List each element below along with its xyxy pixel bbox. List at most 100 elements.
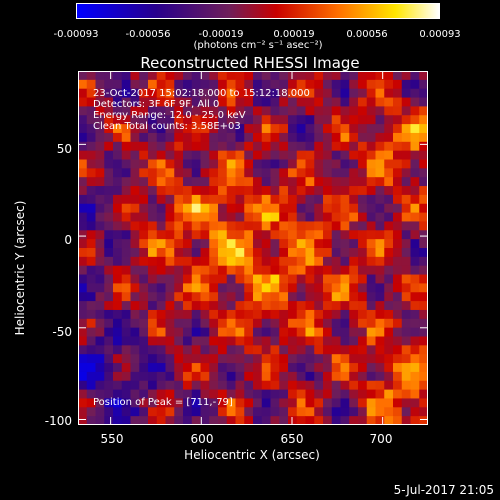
heatmap-cell xyxy=(148,230,158,240)
heatmap-cell xyxy=(121,239,131,249)
heatmap-cell xyxy=(218,88,228,99)
heatmap-cell xyxy=(261,345,271,355)
heatmap-cell xyxy=(419,283,428,293)
heatmap-cell xyxy=(209,186,219,196)
heatmap-cell xyxy=(270,398,280,408)
heatmap-cell xyxy=(130,309,140,320)
heatmap-cell xyxy=(104,274,114,284)
heatmap-cell xyxy=(235,124,245,134)
heatmap-cell xyxy=(270,265,280,276)
heatmap-cell xyxy=(95,230,105,240)
heatmap-cell xyxy=(375,256,385,267)
heatmap-cell xyxy=(419,363,428,373)
heatmap-cell xyxy=(261,336,271,346)
heatmap-cell xyxy=(113,97,123,107)
heatmap-cell xyxy=(104,248,114,258)
heatmap-cell xyxy=(349,203,359,214)
heatmap-cell xyxy=(218,380,228,391)
heatmap-cell xyxy=(279,283,289,293)
heatmap-cell xyxy=(200,336,210,346)
heatmap-cell xyxy=(226,398,236,408)
heatmap-cell xyxy=(104,106,114,116)
heatmap-cell xyxy=(279,292,289,302)
heatmap-cell xyxy=(104,124,114,134)
heatmap-cell xyxy=(270,141,280,152)
heatmap-cell xyxy=(393,274,403,284)
heatmap-cell xyxy=(375,106,385,116)
heatmap-cell xyxy=(104,186,114,196)
heatmap-cell xyxy=(331,407,341,417)
heatmap-cell xyxy=(331,398,341,408)
heatmap-cell xyxy=(270,177,280,187)
heatmap-cell xyxy=(340,177,350,187)
heatmap-cell xyxy=(419,150,428,160)
heatmap-cell xyxy=(401,194,411,205)
heatmap-cell xyxy=(78,212,88,222)
heatmap-cell xyxy=(130,336,140,346)
heatmap-cell xyxy=(410,106,420,116)
heatmap-cell xyxy=(261,309,271,320)
colorbar-tick: 0.00093 xyxy=(419,29,461,40)
heatmap-cell xyxy=(156,106,166,116)
heatmap-cell xyxy=(253,221,263,231)
heatmap-cell xyxy=(95,389,105,399)
heatmap-cell xyxy=(401,398,411,408)
heatmap-cell xyxy=(270,309,280,320)
annotation-detectors: Detectors: 3F 6F 9F, All 0 xyxy=(93,99,220,110)
heatmap-cell xyxy=(323,380,333,391)
heatmap-cell xyxy=(323,132,333,143)
heatmap-cell xyxy=(121,141,131,152)
heatmap-cell xyxy=(183,71,193,81)
heatmap-cell xyxy=(95,345,105,355)
heatmap-cell xyxy=(139,168,149,178)
heatmap-cell xyxy=(235,248,245,258)
heatmap-cell xyxy=(323,371,333,382)
heatmap-cell xyxy=(104,265,114,276)
heatmap-cell xyxy=(139,407,149,417)
heatmap-cell xyxy=(288,301,298,311)
heatmap-cell xyxy=(86,79,96,90)
heatmap-cell xyxy=(384,380,394,391)
heatmap-cell xyxy=(288,141,298,152)
heatmap-cell xyxy=(183,265,193,276)
heatmap-cell xyxy=(218,230,228,240)
heatmap-cell xyxy=(104,221,114,231)
heatmap-cell xyxy=(226,380,236,391)
heatmap-cell xyxy=(340,71,350,81)
heatmap-cell xyxy=(358,132,368,143)
heatmap-cell xyxy=(78,106,88,116)
heatmap-cell xyxy=(139,221,149,231)
heatmap-cell xyxy=(331,159,341,169)
heatmap-cell xyxy=(270,194,280,205)
heatmap-cell xyxy=(366,274,376,284)
heatmap-cell xyxy=(183,203,193,214)
heatmap-cell xyxy=(358,106,368,116)
heatmap-cell xyxy=(104,292,114,302)
heatmap-cell xyxy=(165,398,175,408)
heatmap-cell xyxy=(279,327,289,337)
heatmap-cell xyxy=(174,79,184,90)
heatmap-cell xyxy=(86,248,96,258)
heatmap-cell xyxy=(288,389,298,399)
heatmap-cell xyxy=(226,354,236,364)
heatmap-cell xyxy=(113,159,123,169)
heatmap-cell xyxy=(384,274,394,284)
heatmap-cell xyxy=(340,212,350,222)
heatmap-cell xyxy=(130,88,140,99)
heatmap-cell xyxy=(314,380,324,391)
heatmap-cell xyxy=(104,150,114,160)
heatmap-cell xyxy=(165,97,175,107)
heatmap-cell xyxy=(288,407,298,417)
heatmap-cell xyxy=(191,97,201,107)
heatmap-cell xyxy=(261,248,271,258)
heatmap-cell xyxy=(104,159,114,169)
heatmap-cell xyxy=(323,407,333,417)
heatmap-cell xyxy=(296,318,306,329)
heatmap-cell xyxy=(95,292,105,302)
heatmap-cell xyxy=(200,88,210,99)
heatmap-cell xyxy=(191,203,201,214)
heatmap-cell xyxy=(226,88,236,99)
heatmap-cell xyxy=(200,363,210,373)
heatmap-cell xyxy=(200,318,210,329)
heatmap-cell xyxy=(270,150,280,160)
